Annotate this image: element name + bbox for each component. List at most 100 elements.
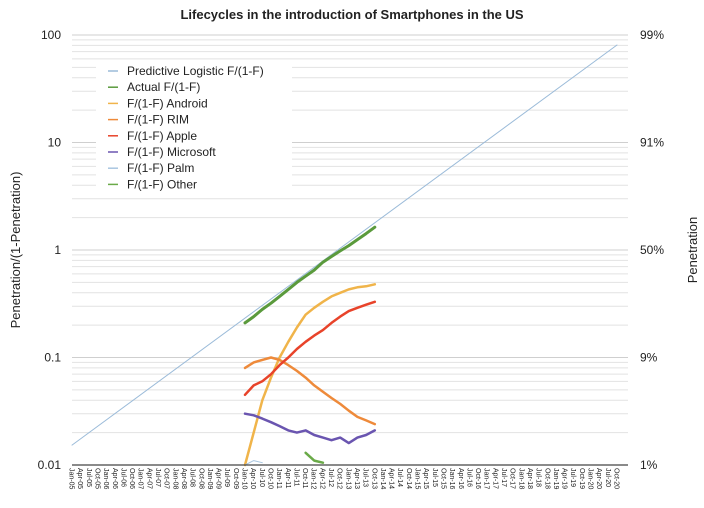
legend-label-0: Predictive Logistic F/(1-F) [127, 64, 264, 78]
x-tick-label: Oct-12 [336, 468, 343, 489]
x-tick-label: Jul-11 [292, 468, 299, 487]
x-tick-label: Oct-10 [266, 468, 273, 489]
y-tick-label: 0.1 [44, 351, 61, 365]
x-tick-label: Apr-07 [145, 468, 152, 489]
x-tick-label: Jul-09 [223, 468, 230, 487]
x-tick-label: Apr-05 [76, 468, 83, 489]
y-tick-labels: 100 10 1 0.1 0.01 [38, 28, 62, 472]
x-tick-label: Apr-18 [526, 468, 533, 489]
x-tick-label: Oct-06 [128, 468, 135, 489]
x-tick-label: Apr-16 [457, 468, 464, 489]
x-tick-label: Jan-10 [241, 468, 248, 490]
x-tick-label: Apr-20 [595, 468, 602, 489]
x-tick-label: Jul-13 [362, 468, 369, 487]
x-tick-label: Oct-17 [509, 468, 516, 489]
x-tick-label: Oct-18 [543, 468, 550, 489]
x-tick-label: Jul-15 [431, 468, 438, 487]
x-tick-label: Apr-08 [180, 468, 187, 489]
legend-label-3: F/(1-F) RIM [127, 113, 189, 127]
legend-label-4: F/(1-F) Apple [127, 129, 197, 143]
legend-label-1: Actual F/(1-F) [127, 80, 200, 94]
x-tick-label: Oct-19 [578, 468, 585, 489]
series-lines [71, 44, 618, 467]
x-tick-label: Apr-13 [353, 468, 360, 489]
legend-label-5: F/(1-F) Microsoft [127, 145, 216, 159]
x-tick-label: Oct-11 [301, 468, 308, 489]
x-tick-label: Oct-09 [232, 468, 239, 489]
x-tick-label: Oct-15 [439, 468, 446, 489]
series-line-6 [244, 460, 263, 466]
x-tick-label: Oct-08 [197, 468, 204, 489]
x-tick-label: Jan-19 [552, 468, 559, 490]
x-tick-label: Jul-06 [119, 468, 126, 487]
x-tick-label: Apr-06 [111, 468, 118, 489]
x-tick-label: Jan-15 [414, 468, 421, 490]
x-tick-label: Jul-07 [154, 468, 161, 487]
series-line-1 [243, 225, 377, 325]
series-line-3 [243, 356, 377, 426]
x-tick-label: Oct-13 [370, 468, 377, 489]
x-tick-label: Jul-08 [189, 468, 196, 487]
x-tick-label: Apr-11 [284, 468, 291, 489]
x-tick-label: Jul-16 [465, 468, 472, 487]
x-tick-label: Jan-11 [275, 468, 282, 489]
series-line-7 [304, 451, 325, 464]
y-right-tick-label: 50% [640, 243, 664, 257]
x-tick-label: Jul-10 [258, 468, 265, 487]
chart-title: Lifecycles in the introduction of Smartp… [180, 7, 523, 22]
legend: Predictive Logistic F/(1-F) Actual F/(1-F… [96, 60, 292, 194]
x-tick-label: Apr-19 [561, 468, 568, 489]
x-tick-labels: Jan-05 Apr-05 Jul-05 Oct-05 Jan-06 Apr-06 Jul-… [68, 468, 620, 490]
x-tick-label: Jan-07 [137, 468, 144, 490]
y-right-tick-label: 99% [640, 28, 664, 42]
series-line-5 [243, 412, 377, 445]
legend-label-7: F/(1-F) Other [127, 177, 197, 191]
x-tick-label: Apr-12 [318, 468, 325, 489]
y-right-axis-title: Penetration [685, 217, 700, 284]
x-tick-label: Oct-16 [474, 468, 481, 489]
y-axis-title: Penetration/(1-Penetration) [8, 172, 23, 329]
y-tick-label: 0.01 [38, 458, 62, 472]
x-tick-label: Jan-06 [102, 468, 109, 490]
x-tick-label: Oct-20 [612, 468, 619, 489]
x-tick-label: Apr-09 [215, 468, 222, 489]
series-line-0 [71, 44, 618, 446]
grid-lines [72, 34, 628, 466]
x-tick-label: Jul-17 [500, 468, 507, 487]
x-tick-label: Jan-09 [206, 468, 213, 490]
x-tick-label: Jan-12 [310, 468, 317, 490]
legend-label-6: F/(1-F) Palm [127, 161, 194, 175]
series-line-2 [243, 283, 377, 467]
y-tick-label: 10 [48, 136, 62, 150]
x-tick-label: Oct-14 [405, 468, 412, 489]
x-tick-label: Oct-07 [163, 468, 170, 489]
y-right-tick-label: 1% [640, 458, 658, 472]
x-tick-label: Jan-14 [379, 468, 386, 490]
legend-box [96, 60, 292, 194]
x-tick-label: Jan-05 [68, 468, 75, 490]
x-tick-label: Jan-17 [483, 468, 490, 490]
y-right-tick-label: 9% [640, 351, 658, 365]
x-tick-label: Jul-18 [535, 468, 542, 487]
x-tick-label: Jan-18 [517, 468, 524, 490]
y-right-tick-label: 91% [640, 136, 664, 150]
x-tick-label: Oct-05 [93, 468, 100, 489]
y-tick-label: 100 [41, 28, 61, 42]
legend-label-2: F/(1-F) Android [127, 96, 208, 110]
y-right-tick-labels: 99% 91% 50% 9% 1% [640, 28, 664, 472]
x-tick-label: Apr-10 [249, 468, 256, 489]
x-tick-label: Jul-14 [396, 468, 403, 487]
x-tick-label: Jul-20 [604, 468, 611, 487]
y-tick-label: 1 [54, 243, 61, 257]
x-tick-label: Jan-08 [171, 468, 178, 490]
x-tick-label: Jan-16 [448, 468, 455, 490]
x-tick-label: Jan-13 [344, 468, 351, 490]
x-tick-label: Jul-05 [85, 468, 92, 487]
x-tick-label: Jan-20 [587, 468, 594, 490]
x-tick-label: Apr-14 [388, 468, 395, 489]
series-line-4 [243, 300, 377, 397]
x-tick-label: Apr-17 [491, 468, 498, 489]
x-tick-label: Jul-12 [327, 468, 334, 487]
x-tick-label: Jul-19 [569, 468, 576, 487]
